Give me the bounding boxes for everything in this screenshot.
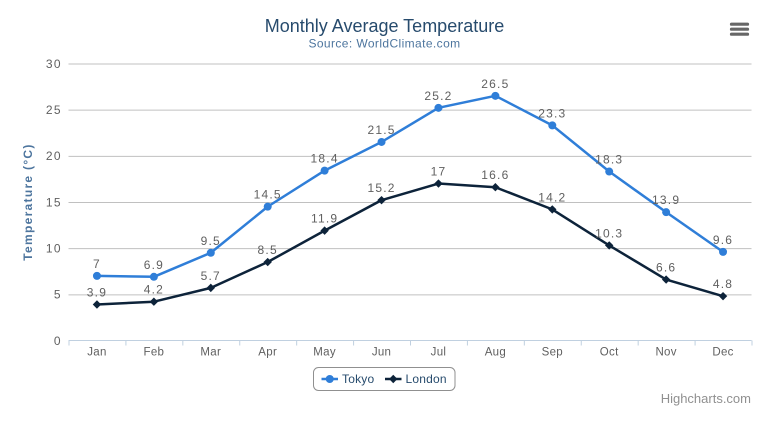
svg-text:16.6: 16.6	[481, 168, 509, 182]
svg-text:Monthly Average Temperature: Monthly Average Temperature	[265, 16, 504, 36]
svg-text:6.6: 6.6	[656, 261, 676, 275]
svg-text:Feb: Feb	[144, 347, 165, 359]
svg-text:14.2: 14.2	[538, 190, 566, 204]
svg-text:London: London	[406, 372, 447, 386]
svg-text:13.9: 13.9	[652, 193, 680, 207]
svg-text:Temperature (°C): Temperature (°C)	[21, 143, 35, 260]
svg-text:3.9: 3.9	[87, 285, 107, 299]
svg-text:Highcharts.com: Highcharts.com	[661, 391, 751, 406]
svg-text:14.5: 14.5	[254, 188, 282, 202]
svg-text:26.5: 26.5	[481, 77, 509, 91]
svg-text:23.3: 23.3	[538, 106, 566, 120]
svg-text:9.5: 9.5	[201, 234, 221, 248]
svg-text:6.9: 6.9	[144, 258, 164, 272]
svg-text:5.7: 5.7	[201, 269, 221, 283]
svg-text:Jan: Jan	[87, 347, 106, 359]
svg-text:Dec: Dec	[712, 347, 733, 359]
svg-text:8.5: 8.5	[258, 243, 278, 257]
svg-text:18.4: 18.4	[311, 152, 339, 166]
svg-text:Nov: Nov	[655, 347, 676, 359]
svg-text:17: 17	[431, 165, 447, 179]
svg-text:Aug: Aug	[485, 347, 506, 359]
svg-text:21.5: 21.5	[367, 123, 395, 137]
svg-text:4.2: 4.2	[144, 283, 164, 297]
svg-text:25.2: 25.2	[424, 89, 452, 103]
svg-text:Tokyo: Tokyo	[342, 372, 374, 386]
svg-text:10.3: 10.3	[595, 226, 623, 240]
svg-text:15: 15	[46, 195, 62, 209]
svg-text:9.6: 9.6	[713, 233, 733, 247]
svg-text:Source: WorldClimate.com: Source: WorldClimate.com	[308, 37, 460, 51]
svg-text:Mar: Mar	[200, 347, 221, 359]
svg-text:5: 5	[54, 288, 62, 302]
svg-text:15.2: 15.2	[367, 181, 395, 195]
svg-text:May: May	[313, 347, 336, 359]
svg-text:Apr: Apr	[258, 347, 277, 359]
svg-text:Oct: Oct	[600, 347, 619, 359]
svg-text:Jul: Jul	[431, 347, 447, 359]
svg-text:0: 0	[54, 334, 62, 348]
svg-text:18.3: 18.3	[595, 153, 623, 167]
svg-text:7: 7	[93, 257, 101, 271]
svg-text:Sep: Sep	[542, 347, 563, 359]
svg-text:25: 25	[46, 103, 62, 117]
svg-text:20: 20	[46, 149, 62, 163]
svg-text:Jun: Jun	[372, 347, 391, 359]
svg-text:11.9: 11.9	[311, 212, 338, 226]
svg-text:4.8: 4.8	[713, 277, 733, 291]
svg-text:10: 10	[46, 242, 62, 256]
svg-text:30: 30	[46, 57, 62, 71]
